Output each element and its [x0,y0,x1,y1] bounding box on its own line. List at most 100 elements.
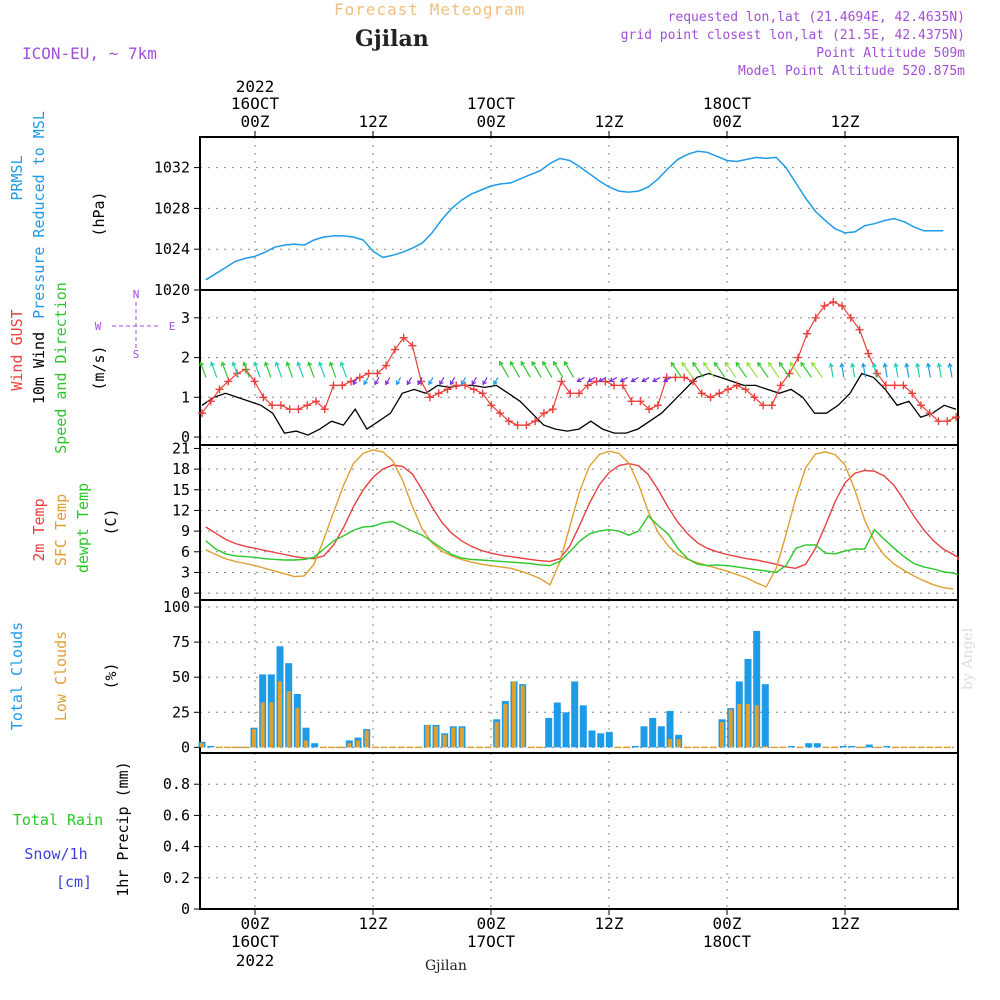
wind-gust-marker [487,401,496,410]
low-cloud-bar [278,681,282,748]
ytick-label: 1032 [154,159,190,177]
time-label-top-hour: 12Z [359,112,388,131]
wind-direction-arrow [608,376,618,383]
wind-gust-marker [382,361,391,370]
wind-gust-marker [724,385,733,394]
wind-arrow-shaft [199,362,207,378]
time-label-bottom-hour: 00Z [713,914,742,933]
wind-arrow-head [871,362,877,368]
wind-arrow-head [757,361,762,367]
wind-arrow-shaft [714,362,726,378]
temp-unit: (C) [102,508,120,535]
time-label-top-hour: 00Z [713,112,742,131]
ytick-label: 0.6 [163,806,190,824]
wind-arrow-head [296,361,302,367]
total-clouds-label: Total Clouds [8,622,26,730]
wind-gust-marker [759,401,768,410]
time-label-bottom-hour: 12Z [831,914,860,933]
wind-arrow-head [893,362,899,368]
wind-direction-arrow [395,377,402,386]
wind-direction-arrow [757,361,769,378]
wind-direction-arrow [482,377,488,386]
wind-direction-arrow [915,362,921,378]
wind-direction-arrow [531,360,542,378]
wind-direction-arrow [264,361,272,378]
wind-arrow-head [936,362,942,368]
wind-arrow-head [663,377,669,383]
wind-arrow-head [800,361,806,367]
wind-arrow-head [499,360,504,366]
low-clouds-label: Low Clouds [52,631,70,721]
time-label-bottom-hour: 00Z [241,914,270,933]
compass-s: S [133,348,140,361]
wind-arrow-shaft [460,377,466,385]
wind-direction-arrow [893,362,899,378]
wind-gust-marker [294,405,303,414]
wind-direction-arrow [576,376,585,383]
wind-gust-marker [916,401,925,410]
wind-arrow-head [789,361,795,367]
ytick-label: 0.2 [163,869,190,887]
low-cloud-bar [676,739,681,748]
low-cloud-bar [763,746,768,748]
total-cloud-bar [562,712,570,748]
ytick-label: 1024 [154,240,190,258]
wind-arrow-shaft [884,363,888,378]
wind-gust-marker [311,397,320,406]
compass-n: N [133,288,140,301]
low-cloud-bar [460,727,464,748]
wind-arrow-head [598,377,604,383]
wind-arrow-shaft [598,376,607,382]
wind-arrow-head [428,380,433,386]
wind-arrow-head [210,361,215,367]
wind-arrow-head [670,361,676,367]
wind10m-label: 10m Wind [30,332,48,404]
wind-gust-marker [829,297,838,306]
wind-direction-arrow [328,361,337,378]
pressure-label-short: PRMSL [8,155,26,200]
wind-arrow-shaft [243,362,250,378]
wind-arrow-shaft [428,377,434,385]
wind-arrow-head [385,380,390,386]
total-cloud-bar [207,746,215,748]
wind-direction-arrow [746,361,758,378]
wind-direction-arrow [947,362,953,378]
ytick-label: 0.4 [163,838,190,856]
wind-gust-marker [732,381,741,390]
wind-gust-marker [881,381,890,390]
wind-arrow-head [482,380,487,386]
low-cloud-bar [520,685,525,748]
ytick-label: 0 [181,584,190,602]
wind-arrow-head [703,361,708,367]
ytick-label: 50 [172,668,190,686]
low-cloud-bar [503,703,508,748]
wind-arrow-shaft [938,363,942,378]
pressure-line [205,150,944,281]
wind-direction-arrow [904,362,910,378]
time-label-bottom-year: 2022 [236,951,275,970]
wind-arrow-head [947,362,953,368]
wind-arrow-shaft [396,377,402,385]
wind-direction-arrow [199,361,207,378]
wind-arrow-head [471,380,477,386]
wind-arrow-head [363,380,368,386]
total-cloud-bar [311,743,319,748]
ytick-label: 0 [181,428,190,446]
wind-arrow-head [713,361,719,367]
time-label-top-hour: 00Z [241,112,270,131]
wind-arrow-shaft [493,377,499,385]
time-label-bottom-date: 18OCT [703,932,752,951]
wind-arrow-shaft [352,377,358,385]
wind-gust-marker [952,413,960,422]
wind-direction-arrow [296,361,304,378]
wind-arrow-shaft [297,362,304,378]
wind-gust-marker [206,397,215,406]
station-title: Gjilan [355,26,429,52]
wind-direction-arrow [406,377,412,386]
wind-direction-arrow [385,377,391,386]
wind-arrow-shaft [800,362,812,378]
wind-arrow-head [253,361,259,367]
wind-gust-marker [934,417,943,426]
requested-coords: requested lon,lat (21.4694E, 42.4635N) [667,10,965,25]
wind-gust-marker [925,409,934,418]
